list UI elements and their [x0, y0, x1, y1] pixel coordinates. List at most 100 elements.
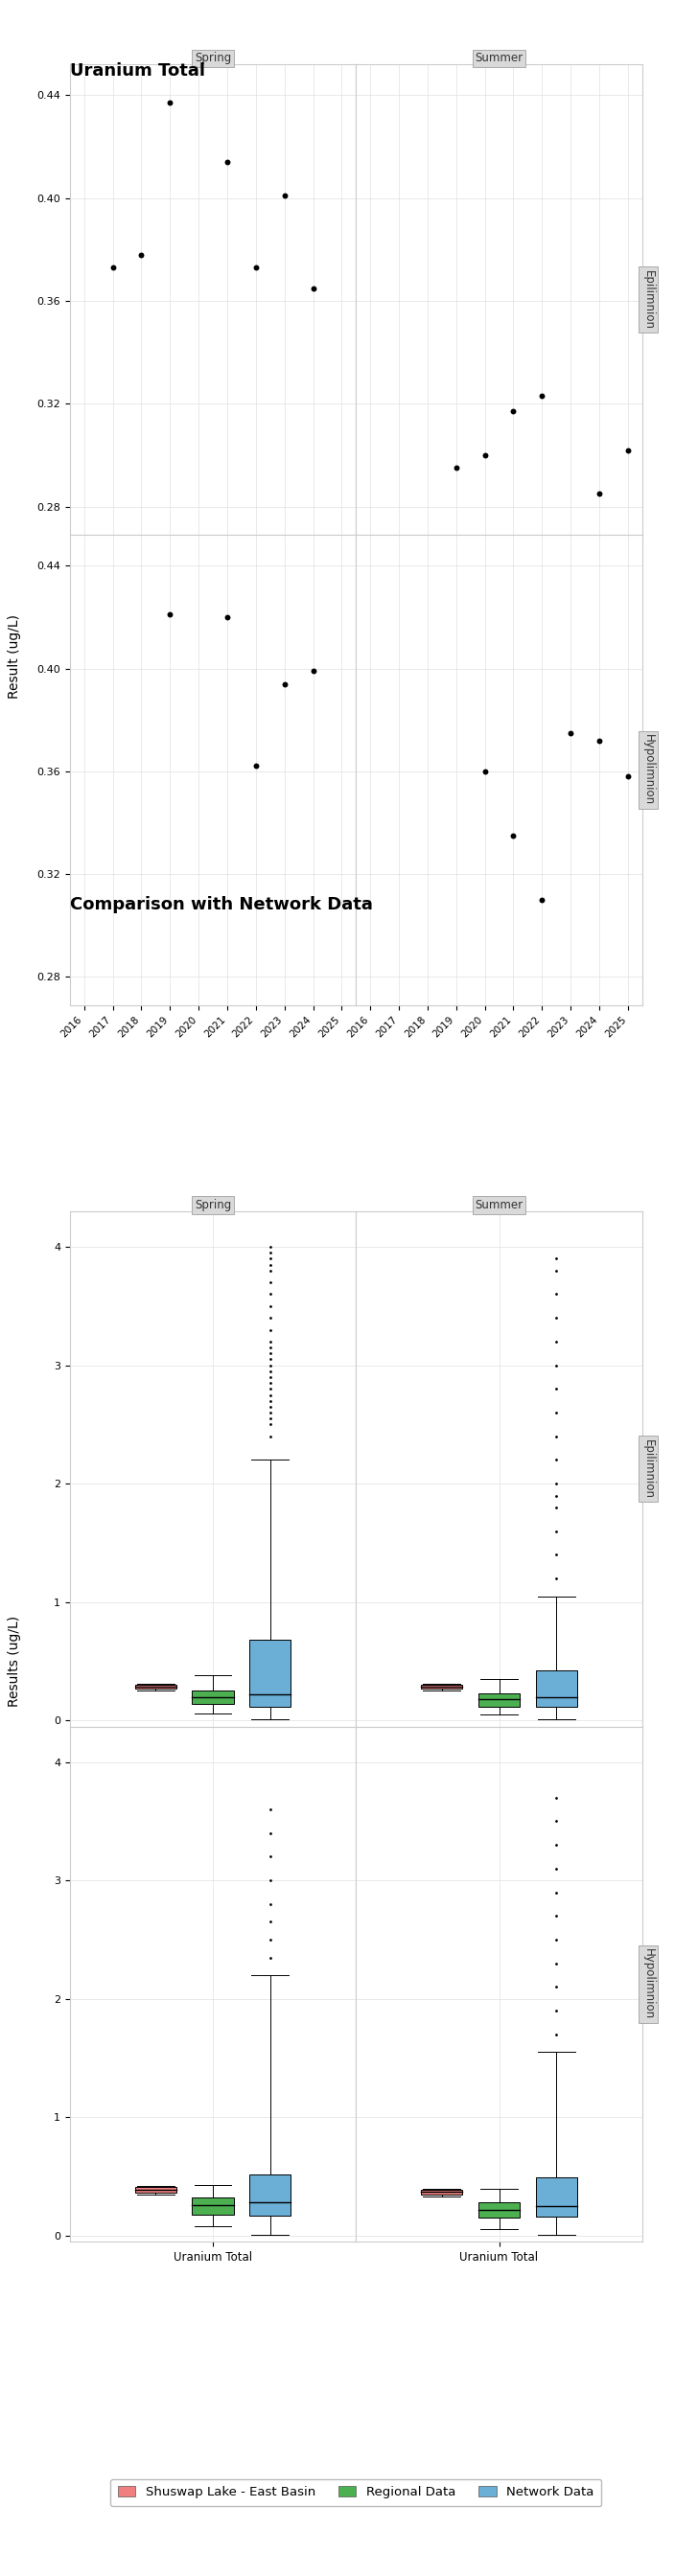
Point [265, 1391, 276, 1432]
Point [551, 1273, 562, 1314]
Bar [192, 2197, 234, 2215]
Point [551, 1249, 562, 1291]
Point [265, 1368, 276, 1409]
Point [279, 175, 290, 216]
Point [551, 1510, 562, 1551]
Text: Comparison with Network Data: Comparison with Network Data [70, 896, 373, 914]
Point [165, 82, 176, 124]
Point [551, 1417, 562, 1458]
Point [551, 1919, 562, 1960]
Point [451, 448, 462, 489]
Bar [249, 1641, 291, 1705]
Text: Spring: Spring [195, 1198, 231, 1211]
Point [551, 1777, 562, 1819]
Point [265, 1837, 276, 1878]
Point [265, 1239, 276, 1280]
Point [551, 1873, 562, 1914]
Point [265, 1350, 276, 1391]
Point [265, 1373, 276, 1414]
Point [265, 1231, 276, 1273]
Point [480, 750, 491, 791]
Point [551, 1847, 562, 1888]
Point [265, 1262, 276, 1303]
Bar [421, 2190, 463, 2195]
Point [265, 1273, 276, 1314]
Bar [135, 1685, 177, 1690]
Point [551, 1321, 562, 1363]
Point [308, 649, 319, 690]
Point [551, 1942, 562, 1984]
Bar [535, 1672, 577, 1705]
Point [265, 1298, 276, 1340]
Point [265, 1788, 276, 1829]
Point [221, 142, 232, 183]
Point [265, 1358, 276, 1399]
Point [623, 755, 634, 796]
Point [107, 247, 119, 289]
Point [551, 1476, 562, 1517]
Point [594, 719, 605, 760]
Point [265, 1814, 276, 1855]
Bar [135, 2187, 177, 2192]
Point [551, 1440, 562, 1481]
Point [551, 1965, 562, 2007]
Point [551, 1463, 562, 1504]
Point [265, 1901, 276, 1942]
Point [537, 878, 548, 920]
Point [265, 1340, 276, 1381]
Point [551, 1801, 562, 1842]
Point [551, 2014, 562, 2056]
Point [537, 376, 548, 417]
Point [265, 1249, 276, 1291]
Text: Summer: Summer [475, 1198, 523, 1211]
Point [594, 474, 605, 515]
Point [551, 1345, 562, 1386]
Legend: Shuswap Lake - East Basin, Regional Data, Network Data: Shuswap Lake - East Basin, Regional Data… [110, 2478, 602, 2506]
Bar [478, 2202, 520, 2218]
Text: Hypolimnion: Hypolimnion [642, 734, 655, 806]
Point [623, 430, 634, 471]
Text: Epilimnion: Epilimnion [642, 270, 655, 330]
Text: Result (ug/L): Result (ug/L) [7, 616, 21, 698]
Point [308, 268, 319, 309]
Point [265, 1399, 276, 1440]
Point [551, 1896, 562, 1937]
Point [250, 744, 261, 786]
Point [265, 1244, 276, 1285]
Point [265, 1386, 276, 1427]
Text: Results (ug/L): Results (ug/L) [7, 1615, 21, 1708]
Point [265, 1321, 276, 1363]
Text: Uranium Total: Uranium Total [70, 62, 205, 80]
Point [265, 1417, 276, 1458]
Point [551, 1991, 562, 2032]
Point [265, 1919, 276, 1960]
Point [551, 1824, 562, 1865]
Text: Summer: Summer [475, 52, 523, 64]
Point [265, 1332, 276, 1373]
Point [551, 1391, 562, 1432]
Point [265, 1327, 276, 1368]
Point [250, 247, 261, 289]
Point [221, 598, 232, 639]
Point [165, 595, 176, 636]
Point [265, 1404, 276, 1445]
Bar [421, 1685, 463, 1690]
Bar [478, 1692, 520, 1705]
Point [265, 1345, 276, 1386]
Point [265, 1285, 276, 1327]
Text: Hypolimnion: Hypolimnion [642, 1947, 655, 2020]
Text: Spring: Spring [195, 52, 231, 64]
Point [480, 435, 491, 477]
Point [265, 1381, 276, 1422]
Text: Epilimnion: Epilimnion [642, 1440, 655, 1499]
Point [508, 814, 519, 855]
Point [551, 1368, 562, 1409]
Point [565, 711, 577, 752]
Bar [535, 2177, 577, 2218]
Point [551, 1558, 562, 1600]
Point [551, 1298, 562, 1340]
Point [551, 1486, 562, 1528]
Bar [192, 1690, 234, 1703]
Point [551, 1239, 562, 1280]
Point [265, 1860, 276, 1901]
